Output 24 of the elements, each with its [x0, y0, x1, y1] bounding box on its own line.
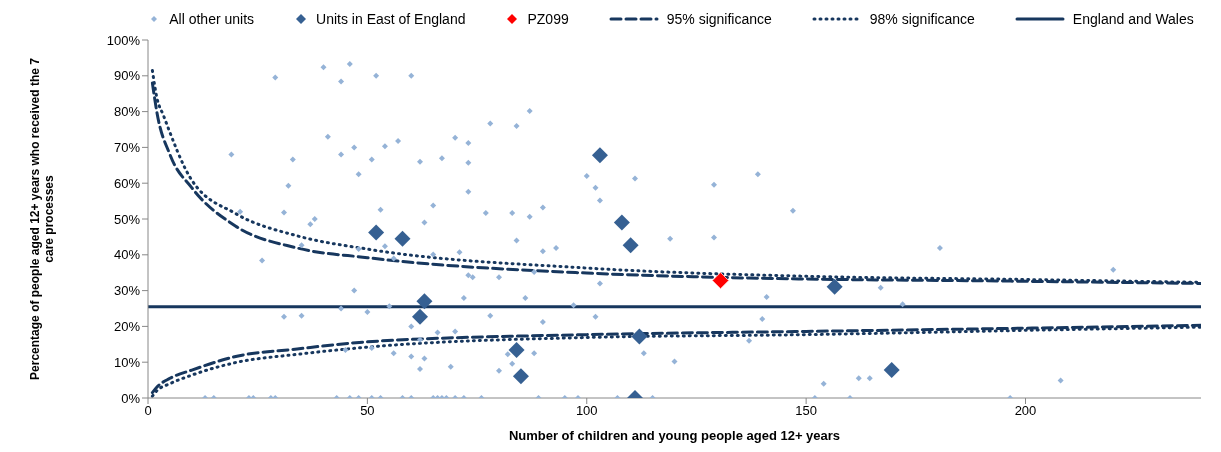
x-axis-title: Number of children and young people aged 12+ years — [508, 428, 841, 443]
legend-label: 98% significance — [869, 11, 975, 27]
x-tick-label: 0 — [144, 403, 152, 419]
x-tick-label: 100 — [575, 403, 598, 419]
y-tick-label: 70% — [113, 140, 141, 156]
y-tick-label: 90% — [113, 68, 141, 84]
legend-label: Units in East of England — [316, 11, 466, 27]
x-tick-label: 50 — [360, 403, 375, 419]
y-tick-label: 80% — [113, 104, 141, 120]
y-tick-label: 50% — [113, 211, 141, 227]
y-tick-label: 100% — [106, 32, 141, 48]
y-tick-label: 10% — [113, 354, 141, 370]
y-tick-label: 20% — [113, 319, 141, 335]
legend-label: England and Wales — [1072, 11, 1194, 27]
y-axis-title: Percentage of people aged 12+ years who received the 7 care processes — [28, 57, 56, 380]
y-tick-label: 0% — [121, 390, 141, 406]
x-tick-label: 150 — [795, 403, 817, 419]
y-tick-label: 40% — [113, 247, 141, 263]
y-tick-label: 60% — [113, 175, 141, 191]
x-tick-label: 200 — [1014, 403, 1037, 419]
y-tick-label: 30% — [113, 283, 141, 299]
legend-label: PZ099 — [527, 11, 569, 27]
legend-label: All other units — [169, 11, 255, 27]
legend-label: 95% significance — [666, 11, 772, 27]
